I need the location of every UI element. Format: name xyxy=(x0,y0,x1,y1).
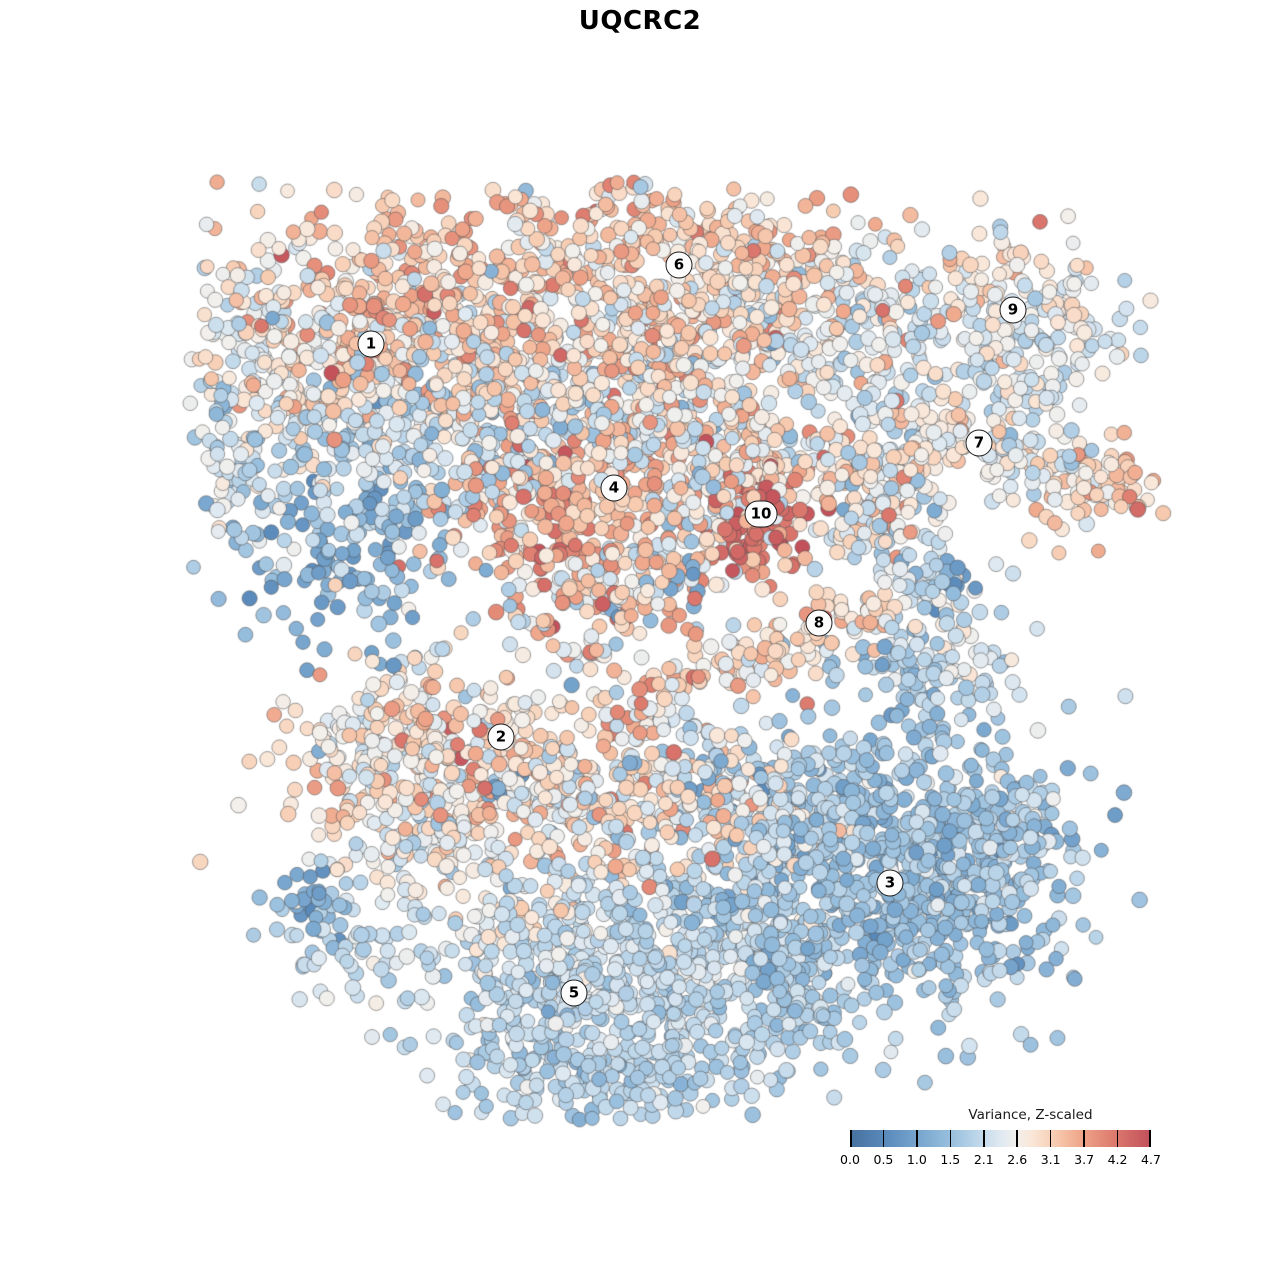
cluster-badge-1: 1 xyxy=(357,330,385,358)
legend-tick-label: 2.1 xyxy=(973,1152,994,1167)
legend-tick xyxy=(982,1130,985,1147)
legend-tick-labels: 0.0 0.5 1.0 1.5 2.1 2.6 3.1 3.7 4.2 4.7 xyxy=(840,1152,1161,1168)
legend-tick-label: 0.0 xyxy=(840,1152,860,1167)
legend-tick xyxy=(882,1130,885,1147)
cluster-badge-7: 7 xyxy=(965,429,993,457)
legend-tick xyxy=(916,1130,918,1147)
legend-tick xyxy=(1083,1130,1085,1147)
legend-title: Variance, Z-scaled xyxy=(968,1107,1093,1123)
legend-tick xyxy=(1149,1130,1151,1147)
legend-tick xyxy=(1116,1130,1119,1147)
legend-tick-label: 2.6 xyxy=(1007,1152,1028,1167)
cluster-badge-8: 8 xyxy=(805,609,833,637)
legend-tick-label: 3.7 xyxy=(1074,1152,1095,1167)
legend-tick-label: 0.5 xyxy=(873,1152,894,1167)
legend-tick xyxy=(949,1130,952,1147)
legend-tick-label: 1.0 xyxy=(906,1152,927,1167)
legend-colorbar xyxy=(850,1130,1151,1147)
legend-tick xyxy=(1016,1130,1019,1147)
legend-tick xyxy=(850,1130,852,1147)
cluster-badge-6: 6 xyxy=(665,251,693,279)
legend: Variance, Z-scaled 0.0 0.5 1.0 1.5 2.1 2.6 3.1… xyxy=(840,1106,1161,1168)
legend-tick-label: 4.2 xyxy=(1107,1152,1128,1167)
cluster-badge-9: 9 xyxy=(999,296,1027,324)
legend-tick xyxy=(1049,1130,1052,1147)
cluster-badge-10: 10 xyxy=(744,500,778,528)
cluster-badge-2: 2 xyxy=(487,723,515,751)
legend-tick-label: 3.1 xyxy=(1040,1152,1061,1167)
legend-tick-label: 4.7 xyxy=(1141,1152,1161,1167)
cluster-badge-3: 3 xyxy=(876,869,904,897)
legend-tick-label: 1.5 xyxy=(940,1152,961,1167)
cluster-badge-4: 4 xyxy=(600,474,628,502)
cluster-badge-5: 5 xyxy=(560,979,588,1007)
